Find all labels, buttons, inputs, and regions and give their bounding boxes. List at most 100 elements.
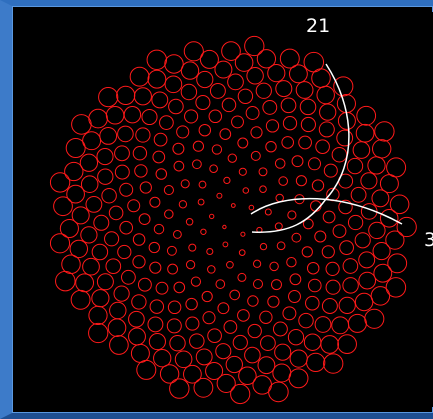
seed-dot xyxy=(141,108,158,126)
seed-dot xyxy=(222,224,227,230)
seed-dot xyxy=(288,290,301,303)
seed-dot xyxy=(153,132,168,147)
seed-dot xyxy=(301,246,313,258)
seed-dot xyxy=(265,141,277,153)
seed-dot xyxy=(147,316,164,333)
seed-dot xyxy=(350,186,367,203)
seed-dot xyxy=(195,348,213,366)
seed-dot xyxy=(96,148,114,166)
seed-dot xyxy=(295,81,314,99)
seed-dot xyxy=(185,218,194,226)
seed-dot xyxy=(281,136,295,149)
seed-dot xyxy=(287,329,305,346)
seed-dot xyxy=(180,83,198,101)
seed-dot xyxy=(237,137,249,149)
seed-dot xyxy=(136,359,157,380)
seed-dot xyxy=(282,306,297,321)
seed-dot xyxy=(101,187,117,204)
seed-dot xyxy=(237,309,250,322)
seed-dot xyxy=(291,155,304,168)
seed-dot xyxy=(59,218,79,239)
seed-dot xyxy=(215,279,226,289)
seed-dot xyxy=(196,70,214,89)
seed-dot xyxy=(232,334,248,351)
seed-dot xyxy=(300,116,316,133)
seed-dot xyxy=(178,200,188,209)
seed-dot xyxy=(244,35,265,57)
seed-dot xyxy=(183,364,202,384)
seed-dot xyxy=(295,175,307,187)
seed-dot xyxy=(337,334,357,354)
seed-dot xyxy=(117,125,134,143)
seed-dot xyxy=(211,144,223,155)
seed-dot xyxy=(75,273,95,293)
seed-dot xyxy=(146,49,168,71)
seed-dot xyxy=(139,181,152,194)
seed-dot xyxy=(306,352,326,373)
seed-dot xyxy=(183,41,204,62)
seed-dot xyxy=(320,335,340,354)
seed-dot xyxy=(336,129,354,147)
seed-dot xyxy=(153,223,165,235)
seed-dot xyxy=(314,316,332,333)
seed-dot xyxy=(302,218,314,230)
seed-dot xyxy=(307,157,322,171)
seed-dot xyxy=(119,220,134,235)
seed-dot xyxy=(240,231,246,237)
seed-dot xyxy=(64,161,84,182)
seed-dot xyxy=(172,142,185,155)
seed-dot xyxy=(315,139,330,155)
seed-dot xyxy=(252,278,264,290)
seed-dot xyxy=(303,333,322,351)
seed-dot xyxy=(274,158,286,169)
seed-dot xyxy=(155,281,169,295)
seed-dot xyxy=(275,80,293,98)
seed-dot xyxy=(206,247,214,256)
seed-dot xyxy=(152,150,166,164)
seed-dot xyxy=(128,310,145,328)
seed-dot xyxy=(278,176,289,186)
seed-dot xyxy=(164,209,174,219)
seed-dot xyxy=(69,239,89,259)
seed-dot xyxy=(360,172,378,190)
seed-dot xyxy=(49,172,71,193)
seed-dot xyxy=(339,240,354,255)
seed-dot xyxy=(358,251,376,269)
seed-dot xyxy=(193,377,214,398)
seed-dot xyxy=(287,210,297,220)
seed-dot xyxy=(209,213,215,220)
seed-dot xyxy=(166,318,182,334)
seed-dot xyxy=(185,260,196,270)
seed-dot xyxy=(99,126,118,145)
seed-dot xyxy=(79,153,99,172)
seed-dot xyxy=(151,91,169,109)
seed-dot xyxy=(303,51,325,73)
seed-dot xyxy=(216,373,236,393)
seed-dot xyxy=(71,206,90,225)
seed-dot xyxy=(259,185,267,194)
seed-dot xyxy=(347,214,364,231)
seed-dot xyxy=(238,249,246,256)
seed-dot xyxy=(227,73,244,91)
seed-dot xyxy=(289,273,302,286)
seed-dot xyxy=(153,349,172,368)
seed-dot xyxy=(221,41,241,61)
seed-dot xyxy=(82,131,102,151)
seed-dot xyxy=(223,176,231,185)
seed-dot xyxy=(368,221,386,240)
seed-dot xyxy=(352,141,371,159)
seed-dot xyxy=(176,125,190,139)
seed-dot xyxy=(130,343,150,363)
seed-dot xyxy=(342,258,359,274)
seed-dot xyxy=(180,61,200,80)
seed-dot xyxy=(229,289,241,301)
seed-dot xyxy=(121,269,136,285)
seed-dot xyxy=(258,167,268,177)
phyllotaxis-canvas: 21 34 xyxy=(24,12,433,407)
seed-dot xyxy=(372,139,392,159)
seed-dot xyxy=(109,335,129,355)
seed-dot xyxy=(257,356,276,375)
seed-dot xyxy=(242,187,250,194)
seed-dot xyxy=(70,289,91,310)
seed-dot xyxy=(93,214,110,231)
